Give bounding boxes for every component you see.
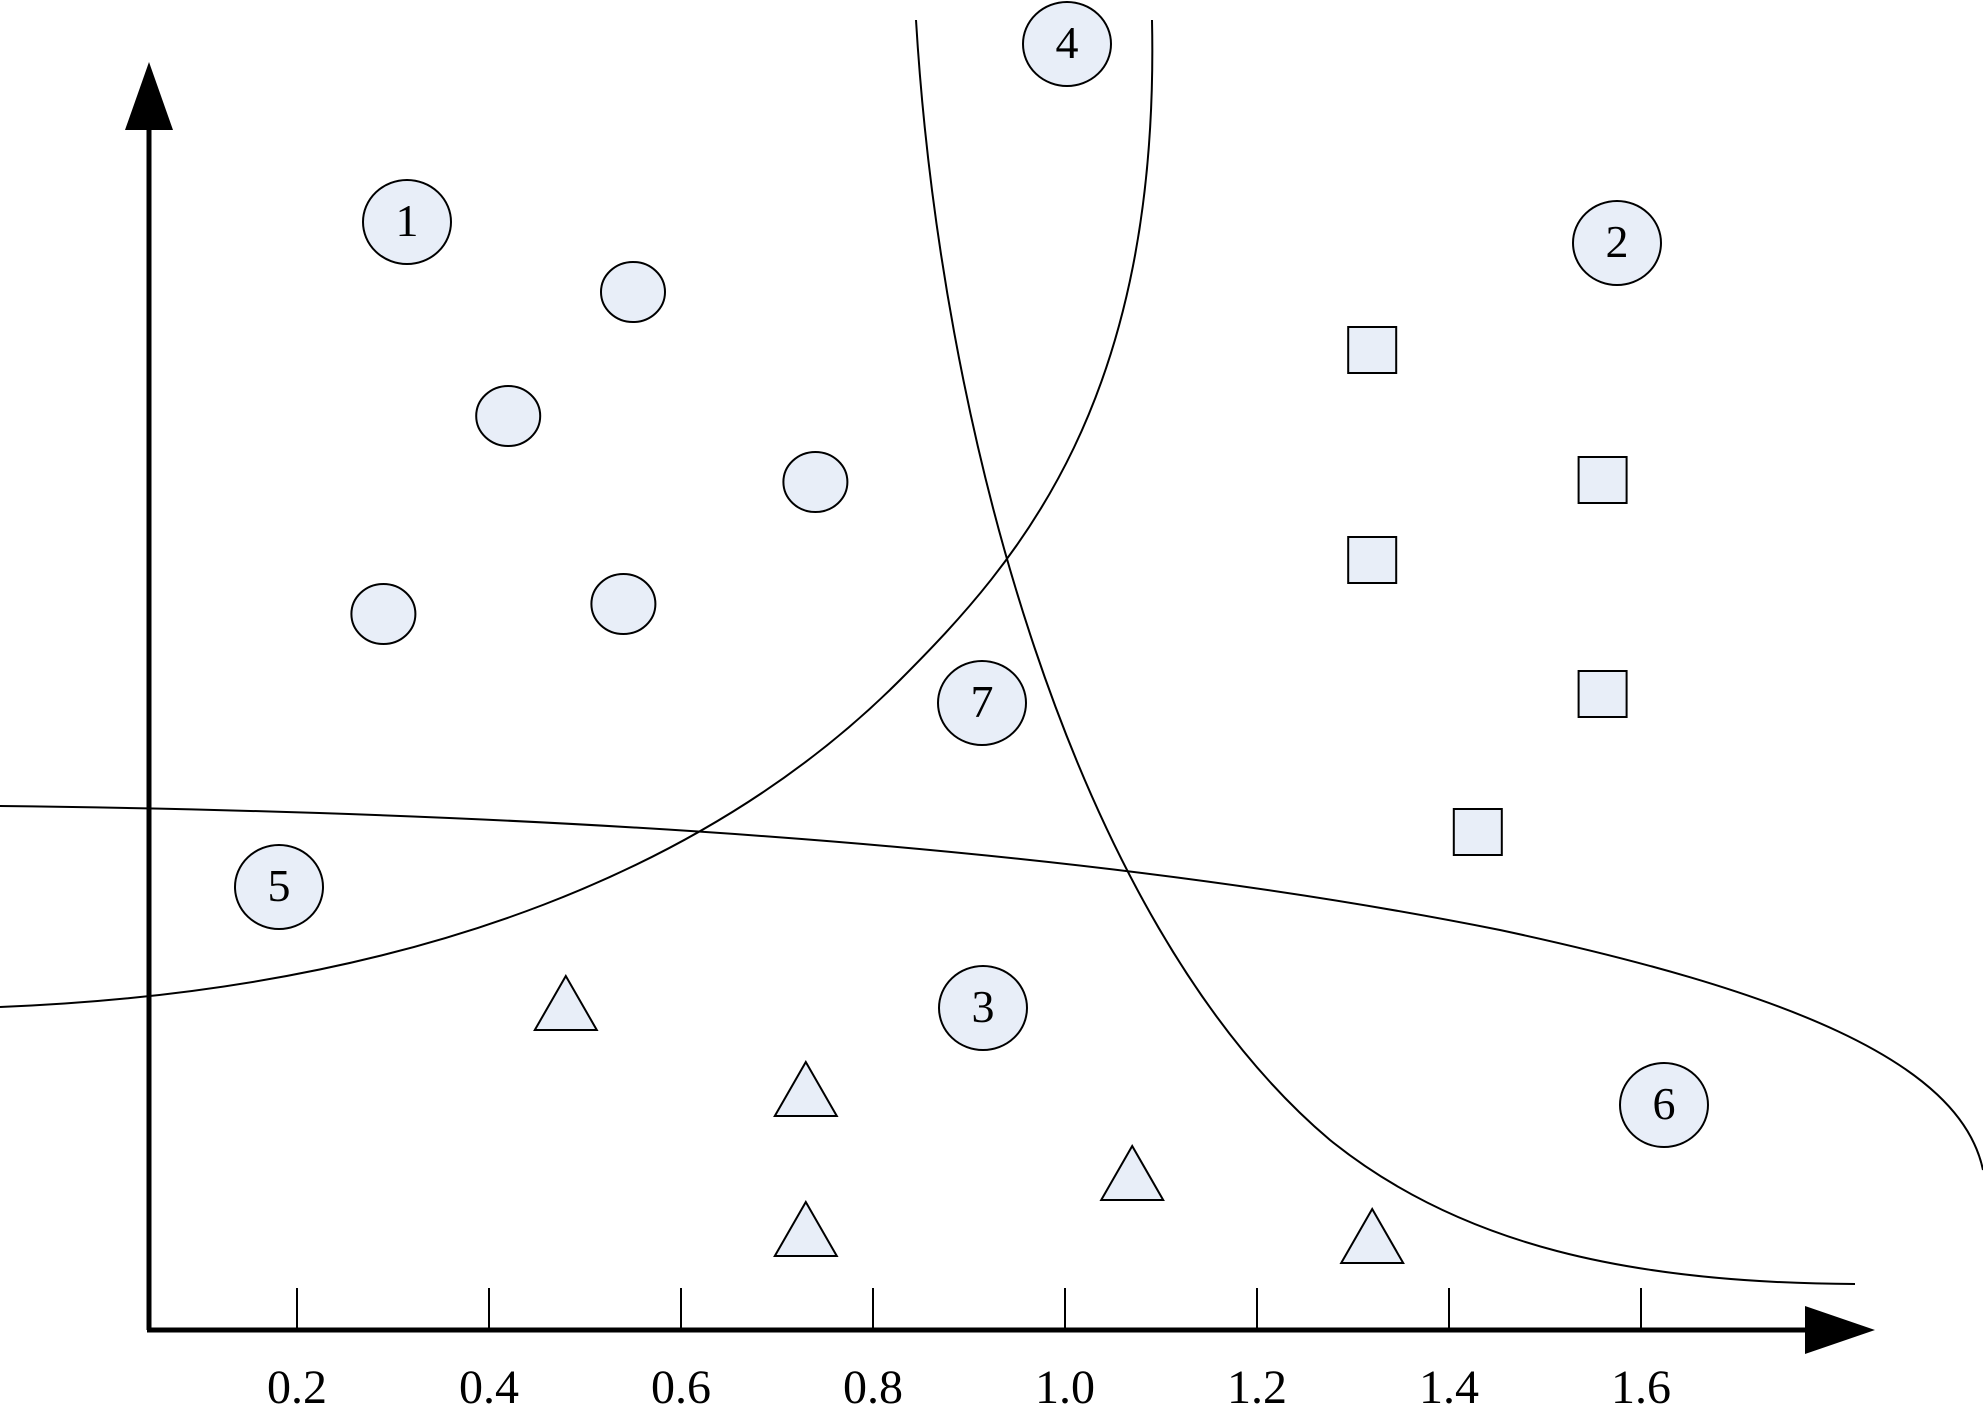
x-tick-label: 0.4 (459, 1361, 519, 1406)
circle-marker (590, 573, 657, 635)
axes (125, 62, 1875, 1354)
region-label-7: 7 (937, 660, 1027, 746)
region-label-2: 2 (1572, 200, 1662, 286)
x-tick-label: 1.6 (1611, 1361, 1671, 1406)
triangle-marker (773, 1199, 839, 1257)
region-label-6: 6 (1619, 1062, 1709, 1148)
circle-marker (600, 261, 666, 323)
x-axis-ticks: 0.2 0.4 0.6 0.8 1.0 1.2 1.4 1.6 (267, 1288, 1671, 1411)
circle-marker (350, 583, 417, 645)
boundary-curve-c (0, 805, 1983, 1171)
region-labels: 1 2 3 4 5 6 7 (234, 1, 1709, 1148)
data-markers (350, 261, 1628, 1264)
square-marker (1452, 808, 1503, 856)
svg-text:3: 3 (972, 981, 995, 1032)
region-label-4: 4 (1022, 1, 1112, 87)
boundary-curve-b (0, 19, 1154, 1008)
circle-marker (782, 451, 849, 513)
circle-marker (475, 385, 542, 447)
square-marker (1577, 456, 1628, 504)
triangle-marker (1339, 1206, 1405, 1264)
svg-text:7: 7 (971, 676, 994, 727)
square-marker (1347, 326, 1398, 374)
svg-text:2: 2 (1606, 216, 1629, 267)
x-tick-label: 1.4 (1419, 1361, 1479, 1406)
boundary-curves (0, 19, 1983, 1285)
x-tick-label: 0.2 (267, 1361, 327, 1406)
region-label-5: 5 (234, 844, 324, 930)
y-axis-arrowhead (125, 62, 173, 130)
square-marker (1347, 536, 1398, 584)
svg-text:1: 1 (396, 195, 419, 246)
svg-text:4: 4 (1056, 17, 1079, 68)
triangle-marker (1099, 1143, 1165, 1201)
x-tick-label: 1.0 (1035, 1361, 1095, 1406)
x-tick-label: 1.2 (1227, 1361, 1287, 1406)
square-marker (1577, 670, 1628, 718)
svg-text:5: 5 (268, 860, 291, 911)
region-label-3: 3 (938, 965, 1028, 1051)
triangle-marker (533, 973, 599, 1031)
svg-text:6: 6 (1653, 1078, 1676, 1129)
boundary-curve-a (915, 19, 1856, 1285)
triangle-marker (773, 1059, 839, 1117)
x-axis-arrowhead (1805, 1306, 1875, 1354)
x-tick-label: 0.8 (843, 1361, 903, 1406)
region-label-1: 1 (362, 179, 452, 265)
x-tick-label: 0.6 (651, 1361, 711, 1406)
